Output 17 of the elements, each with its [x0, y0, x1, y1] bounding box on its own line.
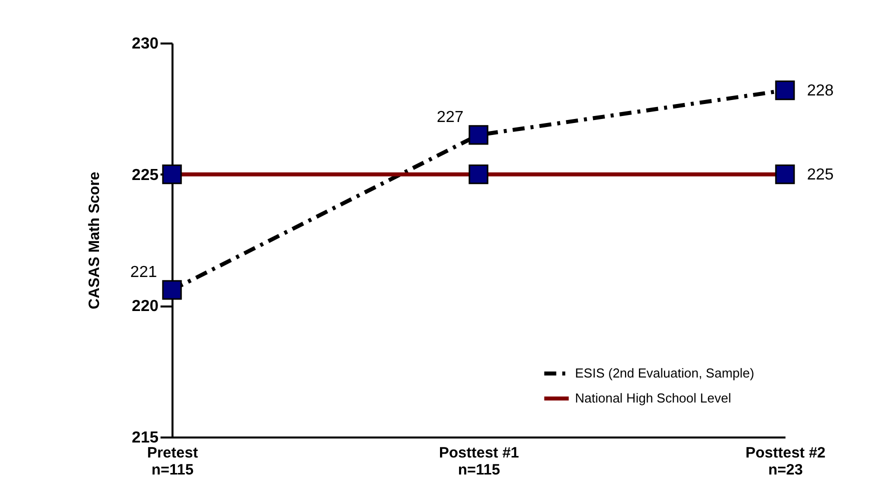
point — [775, 80, 795, 100]
x-tick-label: Posttest #2 n=23 — [745, 444, 826, 478]
data-label: 227 — [436, 108, 464, 126]
data-label: 221 — [130, 264, 158, 281]
data-label: 225 — [807, 166, 834, 184]
legend-label: National High School Level — [575, 390, 732, 406]
y-axis-title: CASAS Math Score — [86, 172, 103, 310]
x-tick-label: Posttest #1 n=115 — [438, 444, 520, 478]
y-tick-label: 215 — [132, 430, 159, 446]
y-tick-label: 230 — [132, 36, 159, 52]
point — [468, 125, 488, 145]
data-label: 228 — [807, 82, 834, 100]
x-tick-label: Pretest n=115 — [147, 444, 198, 478]
y-tick-label: 225 — [132, 166, 159, 184]
legend-label: ESIS (2nd Evaluation, Sample) — [575, 366, 754, 380]
point — [162, 280, 182, 300]
y-tick-label: 220 — [132, 298, 159, 316]
